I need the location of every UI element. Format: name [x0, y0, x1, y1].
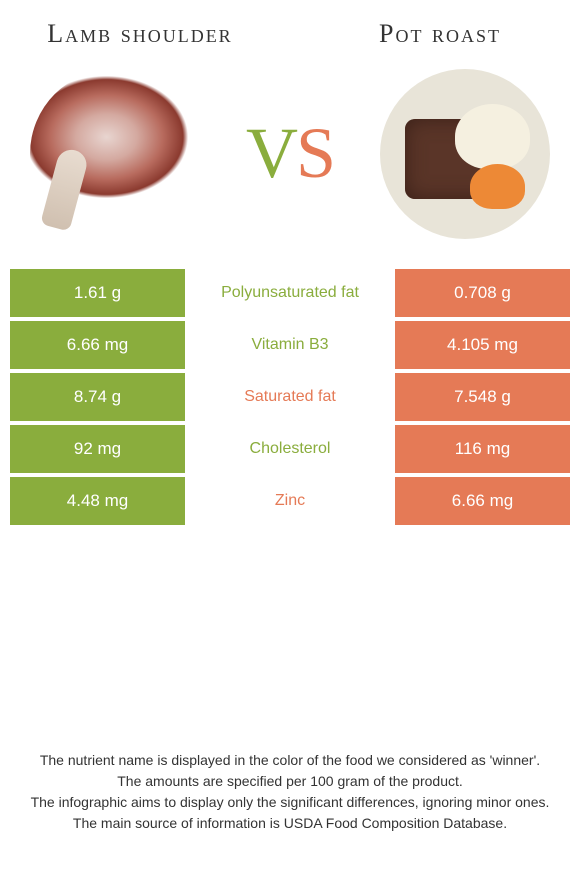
- nutrient-name: Cholesterol: [185, 425, 395, 473]
- left-value: 6.66 mg: [10, 321, 185, 369]
- vs-v: V: [246, 113, 296, 193]
- right-value: 0.708 g: [395, 269, 570, 317]
- nutrient-name: Polyunsaturated fat: [185, 269, 395, 317]
- nutrient-name: Zinc: [185, 477, 395, 525]
- table-row: 4.48 mg Zinc 6.66 mg: [10, 477, 570, 525]
- footer-line: The infographic aims to display only the…: [20, 792, 560, 813]
- footer-line: The amounts are specified per 100 gram o…: [20, 771, 560, 792]
- right-value: 116 mg: [395, 425, 570, 473]
- left-food-image: [30, 69, 200, 239]
- right-food-title: Pot roast: [340, 20, 540, 49]
- table-row: 8.74 g Saturated fat 7.548 g: [10, 373, 570, 421]
- left-value: 1.61 g: [10, 269, 185, 317]
- table-row: 1.61 g Polyunsaturated fat 0.708 g: [10, 269, 570, 317]
- vs-label: VS: [246, 112, 334, 195]
- left-value: 4.48 mg: [10, 477, 185, 525]
- table-row: 6.66 mg Vitamin B3 4.105 mg: [10, 321, 570, 369]
- left-value: 8.74 g: [10, 373, 185, 421]
- right-value: 4.105 mg: [395, 321, 570, 369]
- left-food-title: Lamb shoulder: [40, 20, 240, 49]
- comparison-table: 1.61 g Polyunsaturated fat 0.708 g 6.66 …: [0, 269, 580, 525]
- footer-line: The main source of information is USDA F…: [20, 813, 560, 834]
- images-row: VS: [0, 59, 580, 269]
- nutrient-name: Vitamin B3: [185, 321, 395, 369]
- nutrient-name: Saturated fat: [185, 373, 395, 421]
- header: Lamb shoulder Pot roast: [0, 0, 580, 59]
- left-value: 92 mg: [10, 425, 185, 473]
- footer-notes: The nutrient name is displayed in the co…: [0, 750, 580, 834]
- table-row: 92 mg Cholesterol 116 mg: [10, 425, 570, 473]
- right-value: 6.66 mg: [395, 477, 570, 525]
- vs-s: S: [296, 113, 334, 193]
- right-value: 7.548 g: [395, 373, 570, 421]
- footer-line: The nutrient name is displayed in the co…: [20, 750, 560, 771]
- right-food-image: [380, 69, 550, 239]
